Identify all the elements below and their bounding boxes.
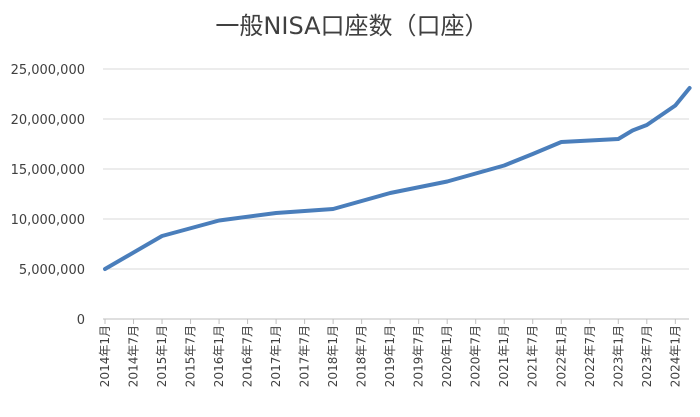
- x-tick-label: 2022年1月: [554, 325, 568, 387]
- x-tick-label: 2019年7月: [412, 325, 426, 387]
- x-tick-label: 2023年7月: [640, 325, 654, 387]
- x-tick-label: 2020年1月: [440, 325, 454, 387]
- x-tick-label: 2018年7月: [355, 325, 369, 387]
- series-layer: [103, 86, 692, 271]
- x-tick-label: 2017年1月: [269, 325, 283, 387]
- x-tick-label: 2021年7月: [526, 325, 540, 387]
- x-tick-label: 2014年1月: [98, 325, 112, 387]
- x-tick-label: 2024年1月: [668, 325, 682, 387]
- x-tick-label: 2023年1月: [611, 325, 625, 387]
- x-axis-ticks: 2014年1月 2014年7月 2015年1月 2015年7月 2016年1月 2016年…: [98, 319, 682, 387]
- grid: [103, 68, 689, 270]
- x-tick-label: 2019年1月: [383, 325, 397, 387]
- x-tick-label: 2018年1月: [326, 325, 340, 387]
- y-tick-label: 10,000,000: [11, 213, 85, 228]
- x-tick-label: 2016年1月: [212, 325, 226, 387]
- y-tick-label: 15,000,000: [11, 163, 85, 178]
- y-axis-ticks: 0 5,000,000 10,000,000 15,000,000 20,000,000…: [11, 63, 85, 328]
- y-tick-label: 5,000,000: [19, 263, 85, 278]
- x-tick-label: 2020年7月: [469, 325, 483, 387]
- y-tick-label: 0: [77, 313, 85, 328]
- x-tick-label: 2017年7月: [298, 325, 312, 387]
- chart-title: 一般NISA口座数（口座）: [215, 12, 488, 40]
- x-tick-label: 2015年7月: [184, 325, 198, 387]
- x-tick-label: 2015年1月: [155, 325, 169, 387]
- series-line: [103, 86, 692, 271]
- x-tick-label: 2014年7月: [127, 325, 141, 387]
- y-tick-label: 20,000,000: [11, 113, 85, 128]
- x-tick-label: 2022年7月: [583, 325, 597, 387]
- y-tick-label: 25,000,000: [11, 63, 85, 78]
- x-tick-label: 2016年7月: [241, 325, 255, 387]
- x-tick-label: 2021年1月: [497, 325, 511, 387]
